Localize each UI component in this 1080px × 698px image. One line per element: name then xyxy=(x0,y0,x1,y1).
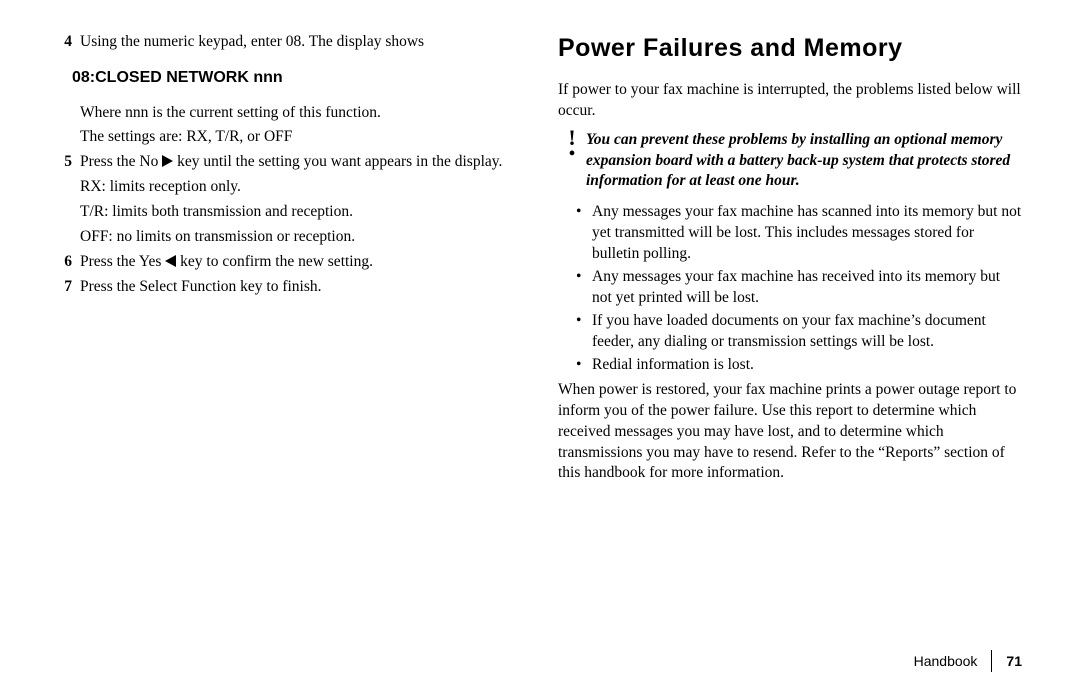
intro-paragraph: If power to your fax machine is interrup… xyxy=(558,80,1022,122)
step-6: 6 Press the Yes key to confirm the new s… xyxy=(58,252,522,273)
caution-icon: ! • xyxy=(558,130,586,193)
right-column: Power Failures and Memory If power to yo… xyxy=(558,32,1022,490)
step-7: 7 Press the Select Function key to finis… xyxy=(58,277,522,298)
page-number: 71 xyxy=(992,653,1022,669)
caution-text: You can prevent these problems by instal… xyxy=(586,130,1022,193)
step-subtext: OFF: no limits on transmission or recept… xyxy=(80,227,522,248)
bullet-icon: • xyxy=(576,267,592,309)
list-item: • Any messages your fax machine has rece… xyxy=(576,267,1022,309)
page-content: 4 Using the numeric keypad, enter 08. Th… xyxy=(0,0,1080,490)
list-item: • If you have loaded documents on your f… xyxy=(576,311,1022,353)
bullet-icon: • xyxy=(576,355,592,376)
step-number: 6 xyxy=(58,252,80,273)
step-text: Using the numeric keypad, enter 08. The … xyxy=(80,32,522,53)
step-subtext: Where nnn is the current setting of this… xyxy=(80,103,522,124)
step-number: 5 xyxy=(58,152,80,173)
list-item: • Redial information is lost. xyxy=(576,355,1022,376)
page-footer: Handbook 71 xyxy=(914,650,1022,672)
bullet-icon: • xyxy=(576,311,592,353)
step-subtext: RX: limits reception only. xyxy=(80,177,522,198)
step-text: Press the Select Function key to finish. xyxy=(80,277,522,298)
dot-icon: • xyxy=(568,145,575,163)
step-subtext: T/R: limits both transmission and recept… xyxy=(80,202,522,223)
bullet-text: If you have loaded documents on your fax… xyxy=(592,311,1022,353)
step-subtext: The settings are: RX, T/R, or OFF xyxy=(80,127,522,148)
caution-note: ! • You can prevent these problems by in… xyxy=(558,130,1022,193)
left-column: 4 Using the numeric keypad, enter 08. Th… xyxy=(58,32,522,490)
left-triangle-icon xyxy=(165,255,176,267)
step-5: 5 Press the No key until the setting you… xyxy=(58,152,522,173)
bullet-text: Redial information is lost. xyxy=(592,355,1022,376)
step-text: Press the No key until the setting you w… xyxy=(80,152,522,173)
bullet-text: Any messages your fax machine has receiv… xyxy=(592,267,1022,309)
text-fragment: Press the Yes xyxy=(80,253,165,270)
display-readout: 08:CLOSED NETWORK nnn xyxy=(72,67,522,89)
text-fragment: key to confirm the new setting. xyxy=(176,253,373,270)
bullet-icon: • xyxy=(576,202,592,265)
right-triangle-icon xyxy=(162,155,173,167)
step-number: 7 xyxy=(58,277,80,298)
section-heading: Power Failures and Memory xyxy=(558,32,1022,66)
text-fragment: Press the No xyxy=(80,153,162,170)
footer-label: Handbook xyxy=(914,653,992,669)
step-4: 4 Using the numeric keypad, enter 08. Th… xyxy=(58,32,522,53)
list-item: • Any messages your fax machine has scan… xyxy=(576,202,1022,265)
step-number: 4 xyxy=(58,32,80,53)
step-text: Press the Yes key to confirm the new set… xyxy=(80,252,522,273)
outro-paragraph: When power is restored, your fax machine… xyxy=(558,380,1022,485)
bullet-list: • Any messages your fax machine has scan… xyxy=(576,202,1022,375)
bullet-text: Any messages your fax machine has scanne… xyxy=(592,202,1022,265)
text-fragment: key until the setting you want appears i… xyxy=(173,153,502,170)
